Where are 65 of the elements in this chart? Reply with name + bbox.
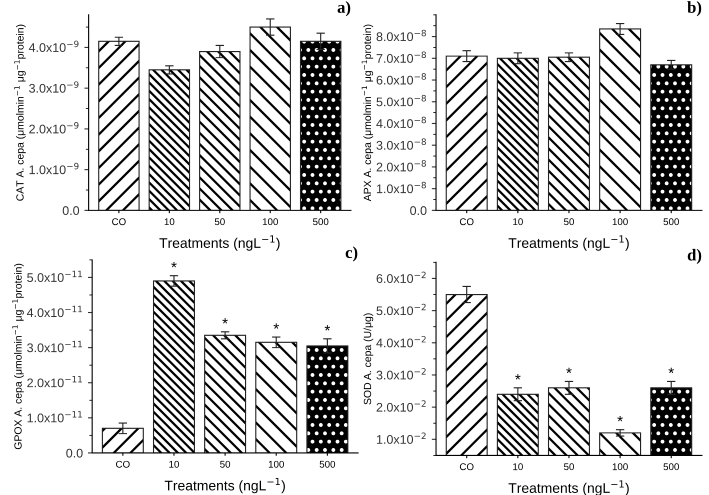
x-tick-label: 100 xyxy=(262,218,278,226)
y-tick-label: 3.0x10$^{−2}$ xyxy=(376,368,426,380)
annotation: * xyxy=(617,416,623,422)
x-tick-label: 50 xyxy=(564,463,574,470)
x-tick-label: 10 xyxy=(169,460,180,468)
x-tick-label: 100 xyxy=(268,460,284,468)
y-tick-label: 0.0 xyxy=(410,206,427,216)
x-tick-label: 50 xyxy=(214,218,225,226)
annotation: c) xyxy=(346,246,358,262)
x-tick-label: CO xyxy=(460,463,474,470)
x-axis-title: Treatments (ngL$^{−1}$) xyxy=(508,235,629,251)
annotation: * xyxy=(171,262,177,268)
y-tick-label: 2.0x10$^{−2}$ xyxy=(376,400,426,412)
y-tick-label: 4.0x10$^{−9}$ xyxy=(28,40,79,52)
y-tick-label: 3.0x10$^{−11}$ xyxy=(27,340,82,352)
y-axis-title: CAT A. cepa (μmolmin$^{−1}$ μg$^{−1}$protein) xyxy=(14,24,26,201)
y-tick-label: 1.0x10$^{−11}$ xyxy=(28,411,82,422)
x-tick-label: 50 xyxy=(220,460,230,468)
y-tick-label: 3.0x10$^{−8}$ xyxy=(376,138,426,150)
annotation: b) xyxy=(687,1,702,16)
y-tick-label: 6.0x10$^{−2}$ xyxy=(376,272,426,283)
y-tick-label: 1.0x10$^{−2}$ xyxy=(376,432,426,444)
y-tick-label: 6.0x10$^{−8}$ xyxy=(376,73,426,85)
y-tick-label: 2.0x10$^{−11}$ xyxy=(27,376,82,388)
y-tick-label: 1.0x10$^{−9}$ xyxy=(30,162,79,174)
x-tick-label: 10 xyxy=(513,463,523,470)
y-tick-label: 1.0x10$^{−8}$ xyxy=(376,182,426,194)
y-tick-label: 3.0x10$^{−9}$ xyxy=(29,81,79,93)
annotation: * xyxy=(274,323,279,329)
annotation: * xyxy=(515,374,521,380)
x-tick-label: 100 xyxy=(612,463,628,470)
annotation: * xyxy=(566,368,572,374)
y-tick-label: 5.0x10$^{−2}$ xyxy=(376,304,426,316)
y-axis-title: GPOX A. cepa (μmolmin$^{−1}$ μg$^{−1}$protein) xyxy=(12,264,24,450)
annotation: * xyxy=(222,318,228,324)
y-tick-label: 0.0 xyxy=(62,206,80,216)
y-axis-title: APX A. cepa (μmolmin$^{−1}$ μg$^{−1}$protein) xyxy=(362,24,374,202)
x-tick-label: 10 xyxy=(164,218,174,226)
annotation: d) xyxy=(688,248,702,264)
y-tick-label: 4.0x10$^{−11}$ xyxy=(26,306,82,318)
y-tick-label: 5.0x10$^{−8}$ xyxy=(376,94,426,106)
x-axis-title: Treatments (ngL$^{−1}$) xyxy=(159,235,280,251)
y-tick-label: 2.0x10$^{−9}$ xyxy=(29,122,79,134)
annotation: a) xyxy=(338,1,350,16)
x-axis-title: Treatments (ngL$^{−1}$) xyxy=(164,478,285,494)
y-axis-title: SOD A. cepa (U/μg) xyxy=(364,313,374,405)
y-tick-label: 8.0x10$^{−8}$ xyxy=(376,30,426,42)
y-tick-label: 5.0x10$^{−11}$ xyxy=(27,270,82,282)
x-tick-label: CO xyxy=(112,218,126,226)
x-tick-label: 10 xyxy=(513,218,523,226)
y-tick-label: 7.0x10$^{−8}$ xyxy=(376,51,426,63)
x-tick-label: 100 xyxy=(612,218,628,226)
x-tick-label: 50 xyxy=(564,218,574,226)
x-tick-label: CO xyxy=(116,460,130,468)
annotation: * xyxy=(668,368,674,374)
y-tick-label: 2.0x10$^{−8}$ xyxy=(376,160,426,172)
y-tick-label: 4.0x10$^{−8}$ xyxy=(376,116,426,128)
annotation: * xyxy=(324,325,330,331)
x-tick-label: CO xyxy=(460,218,474,226)
x-tick-label: 500 xyxy=(664,218,679,226)
x-tick-label: 500 xyxy=(312,218,328,226)
x-tick-label: 500 xyxy=(664,463,679,470)
y-tick-label: 4.0x10$^{−2}$ xyxy=(376,336,426,348)
y-tick-label: 0.0 xyxy=(66,448,83,458)
x-tick-label: 500 xyxy=(320,460,336,468)
